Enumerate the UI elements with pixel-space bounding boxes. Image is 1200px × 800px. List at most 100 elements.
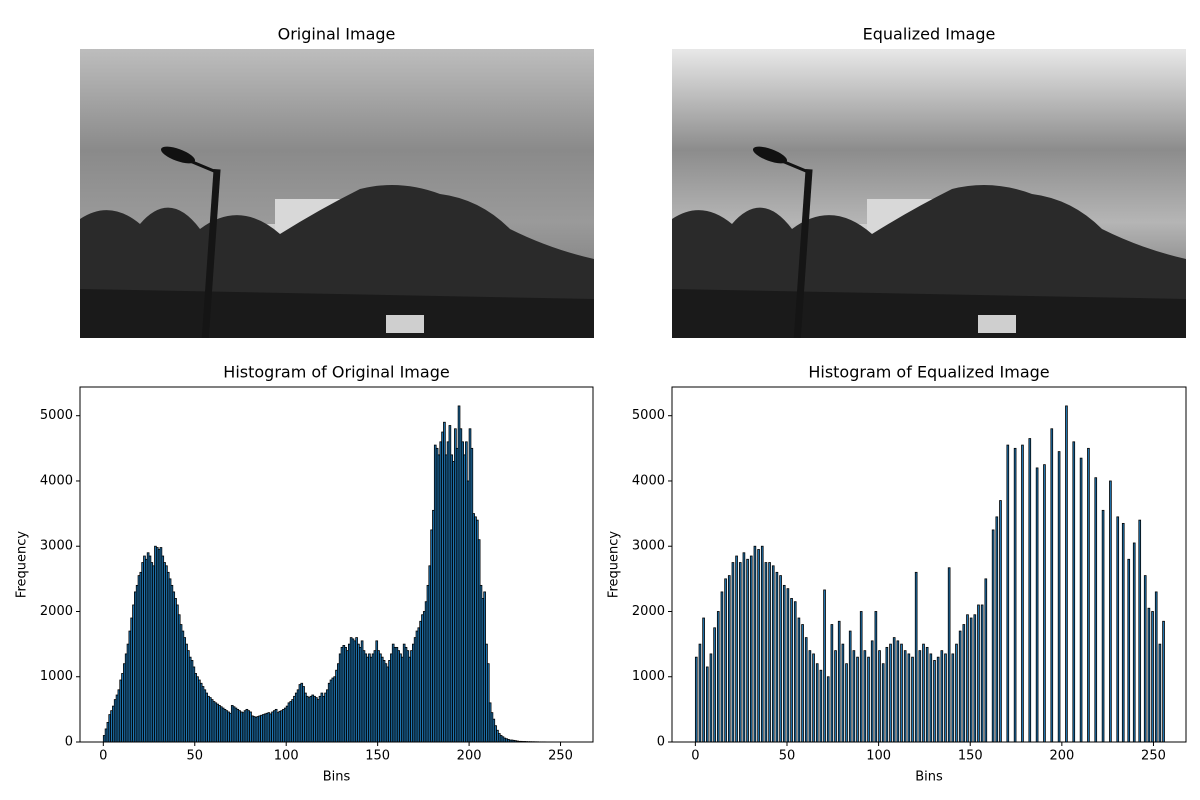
bar bbox=[922, 643, 925, 743]
bar bbox=[1043, 464, 1046, 743]
bar bbox=[702, 617, 705, 743]
bar bbox=[815, 663, 819, 743]
y-tick-label: 1000 bbox=[40, 669, 73, 684]
image bbox=[78, 47, 596, 340]
bar bbox=[874, 611, 878, 743]
bar bbox=[713, 627, 716, 743]
x-tick-label: 250 bbox=[1141, 749, 1166, 764]
bar bbox=[911, 656, 914, 743]
bar bbox=[775, 571, 779, 743]
bar bbox=[914, 571, 918, 743]
bar bbox=[889, 643, 892, 743]
bar bbox=[705, 666, 709, 743]
bar bbox=[903, 650, 907, 743]
bar bbox=[793, 601, 797, 743]
bar bbox=[771, 565, 775, 743]
bar bbox=[797, 617, 801, 743]
bar bbox=[1138, 519, 1142, 743]
bar bbox=[848, 630, 852, 743]
y-tick-label: 0 bbox=[65, 735, 73, 750]
bar bbox=[980, 604, 984, 743]
x-tick-label: 50 bbox=[779, 749, 796, 764]
bar bbox=[1006, 444, 1010, 743]
bar bbox=[885, 646, 889, 743]
x-axis-label: Bins bbox=[915, 770, 943, 785]
image-title: Original Image bbox=[278, 25, 396, 44]
bar bbox=[727, 575, 731, 743]
bar bbox=[918, 650, 922, 743]
x-tick-label: 150 bbox=[365, 749, 390, 764]
bar bbox=[1132, 542, 1136, 743]
x-tick-label: 100 bbox=[866, 749, 891, 764]
bar bbox=[1143, 575, 1147, 743]
bar bbox=[1050, 428, 1054, 743]
bar bbox=[709, 653, 713, 743]
bar bbox=[1028, 438, 1032, 743]
bar bbox=[1154, 591, 1158, 743]
bar bbox=[1158, 643, 1162, 743]
bar bbox=[933, 660, 936, 743]
bar bbox=[1065, 405, 1068, 743]
bar bbox=[801, 624, 804, 743]
y-tick-label: 4000 bbox=[40, 473, 73, 488]
bar bbox=[738, 562, 742, 743]
bar bbox=[1087, 447, 1090, 743]
bar bbox=[760, 545, 764, 743]
x-tick-label: 0 bbox=[99, 749, 107, 764]
bar bbox=[1021, 444, 1024, 743]
bar bbox=[834, 650, 837, 743]
bar bbox=[1035, 467, 1039, 743]
bar bbox=[1121, 522, 1125, 743]
bar bbox=[852, 650, 856, 743]
image-content bbox=[670, 47, 1188, 340]
bar bbox=[782, 584, 786, 743]
bar bbox=[1057, 451, 1061, 743]
bar bbox=[999, 500, 1002, 743]
bar bbox=[881, 663, 885, 743]
bar bbox=[731, 562, 735, 743]
bar bbox=[830, 624, 834, 743]
bar bbox=[819, 669, 823, 743]
bar bbox=[837, 620, 841, 743]
bar bbox=[753, 545, 757, 743]
bar bbox=[856, 656, 859, 743]
bar bbox=[1162, 620, 1165, 743]
bar bbox=[716, 611, 720, 743]
bar bbox=[742, 552, 746, 743]
bar bbox=[870, 640, 874, 743]
bar bbox=[859, 611, 863, 743]
bar bbox=[1147, 607, 1151, 743]
image-content bbox=[78, 47, 596, 340]
bar bbox=[863, 650, 867, 743]
bar bbox=[812, 653, 815, 743]
chart-title: Histogram of Original Image bbox=[223, 363, 449, 382]
bar bbox=[925, 646, 929, 743]
y-tick-label: 1000 bbox=[632, 669, 665, 684]
image-title: Equalized Image bbox=[863, 25, 996, 44]
x-tick-label: 250 bbox=[548, 749, 573, 764]
bar bbox=[1079, 457, 1083, 743]
bar bbox=[969, 617, 973, 743]
bar bbox=[995, 516, 999, 743]
bar bbox=[768, 562, 771, 743]
bar bbox=[1101, 509, 1105, 743]
bar bbox=[1109, 480, 1112, 743]
bar bbox=[867, 656, 870, 743]
y-tick-label: 4000 bbox=[632, 473, 665, 488]
y-tick-label: 5000 bbox=[632, 408, 665, 423]
bar bbox=[804, 637, 808, 743]
image bbox=[670, 47, 1188, 340]
y-axis-label: Frequency bbox=[15, 531, 30, 598]
x-tick-label: 200 bbox=[457, 749, 482, 764]
bar bbox=[786, 588, 790, 743]
bar bbox=[940, 650, 944, 743]
x-tick-label: 0 bbox=[691, 749, 699, 764]
bar bbox=[929, 653, 933, 743]
y-tick-label: 2000 bbox=[632, 604, 665, 619]
bar bbox=[1013, 447, 1017, 743]
bar bbox=[947, 567, 951, 743]
y-tick-label: 5000 bbox=[40, 408, 73, 423]
y-axis-label: Frequency bbox=[607, 531, 622, 598]
bar bbox=[735, 555, 738, 743]
